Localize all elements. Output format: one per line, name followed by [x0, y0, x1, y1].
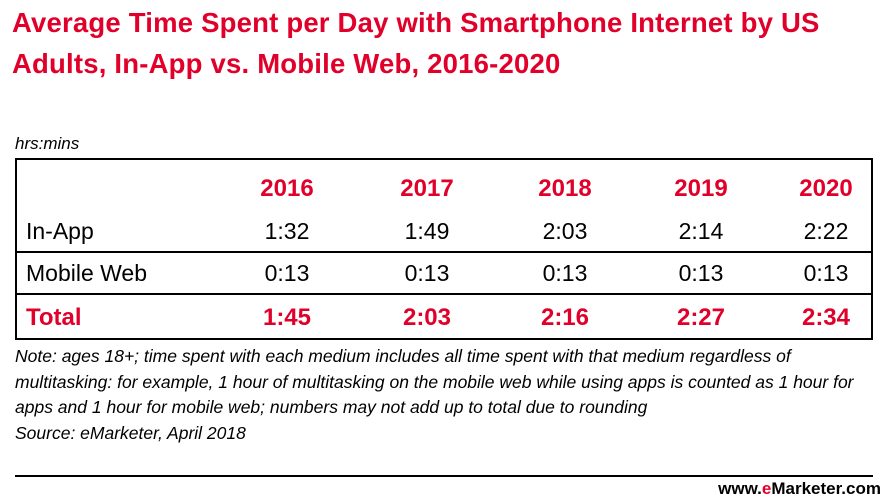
table-header-row: 2016 2017 2018 2019 2020 — [17, 167, 871, 211]
table-cell: 2:03 — [542, 217, 588, 244]
table-cell: 1:45 — [262, 303, 312, 331]
row-label-total: Total — [26, 303, 82, 331]
column-header-2018: 2018 — [538, 175, 592, 202]
bottom-divider — [15, 475, 873, 477]
column-header-2019: 2019 — [674, 175, 728, 202]
table-cell: 0:13 — [264, 259, 310, 286]
column-header-2017: 2017 — [400, 175, 454, 202]
table-cell: 2:27 — [676, 303, 726, 331]
table-cell: 2:16 — [540, 303, 590, 331]
column-header-2020: 2020 — [799, 175, 853, 202]
brand-suffix: Marketer.com — [771, 479, 881, 498]
table-row-in-app: In-App 1:32 1:49 2:03 2:14 2:22 — [17, 211, 871, 253]
data-table: 2016 2017 2018 2019 2020 In-App 1:32 1:4… — [15, 158, 873, 340]
brand-url: www.eMarketer.com — [718, 478, 881, 500]
table-cell: 2:34 — [801, 303, 851, 331]
table-cell: 0:13 — [803, 259, 849, 286]
row-label-in-app: In-App — [26, 217, 94, 244]
footnote: Note: ages 18+; time spent with each med… — [15, 344, 877, 446]
table-row-mobile-web: Mobile Web 0:13 0:13 0:13 0:13 0:13 — [17, 253, 871, 293]
unit-label: hrs:mins — [15, 134, 80, 153]
table-cell: 1:49 — [404, 217, 450, 244]
table-cell: 1:32 — [264, 217, 310, 244]
row-label-mobile-web: Mobile Web — [26, 259, 148, 286]
column-header-2016: 2016 — [260, 175, 314, 202]
table-cell: 0:13 — [678, 259, 724, 286]
table-row-total: Total 1:45 2:03 2:16 2:27 2:34 — [17, 293, 871, 340]
source-text: Source: eMarketer, April 2018 — [15, 422, 246, 443]
brand-prefix: www. — [718, 479, 762, 498]
table-cell: 2:22 — [803, 217, 849, 244]
table-cell: 0:13 — [404, 259, 450, 286]
chart-title: Average Time Spent per Day with Smartpho… — [12, 7, 820, 79]
table-cell: 2:03 — [402, 303, 452, 331]
table-cell: 0:13 — [542, 259, 588, 286]
note-text: Note: ages 18+; time spent with each med… — [15, 346, 854, 417]
brand-accent-letter: e — [761, 479, 772, 498]
table-cell: 2:14 — [678, 217, 724, 244]
